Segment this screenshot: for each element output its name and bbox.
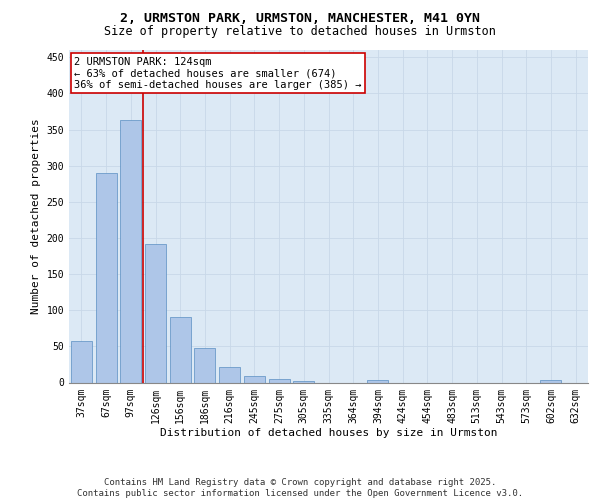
Bar	[293, 381, 314, 382]
Text: 2 URMSTON PARK: 124sqm
← 63% of detached houses are smaller (674)
36% of semi-de: 2 URMSTON PARK: 124sqm ← 63% of detached…	[74, 56, 362, 90]
Bar	[244, 376, 265, 382]
Bar	[541, 380, 562, 382]
Text: 2, URMSTON PARK, URMSTON, MANCHESTER, M41 0YN: 2, URMSTON PARK, URMSTON, MANCHESTER, M4…	[120, 12, 480, 26]
Bar	[71, 342, 92, 382]
Bar	[120, 120, 141, 382]
Bar	[219, 368, 240, 382]
Y-axis label: Number of detached properties: Number of detached properties	[31, 118, 41, 314]
X-axis label: Distribution of detached houses by size in Urmston: Distribution of detached houses by size …	[160, 428, 497, 438]
Bar	[95, 173, 116, 382]
Text: Size of property relative to detached houses in Urmston: Size of property relative to detached ho…	[104, 25, 496, 38]
Bar	[269, 379, 290, 382]
Bar	[367, 380, 388, 382]
Bar	[145, 244, 166, 382]
Bar	[194, 348, 215, 382]
Text: Contains HM Land Registry data © Crown copyright and database right 2025.
Contai: Contains HM Land Registry data © Crown c…	[77, 478, 523, 498]
Bar	[170, 318, 191, 382]
